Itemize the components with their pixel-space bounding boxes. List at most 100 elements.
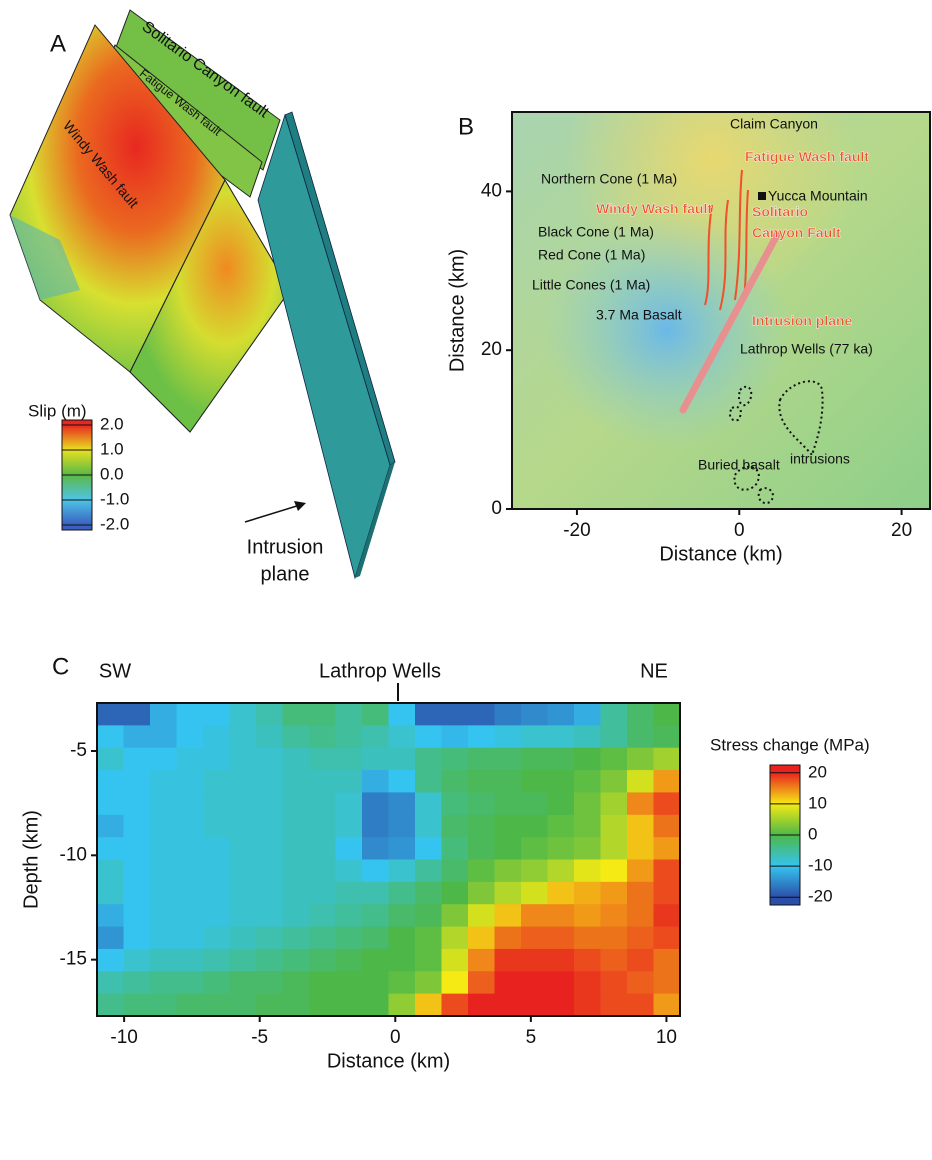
heat-cell <box>654 815 681 838</box>
heat-cell <box>362 904 389 927</box>
heat-cell <box>256 882 283 905</box>
heat-cell <box>336 882 363 905</box>
heat-cell <box>627 904 654 927</box>
heat-cell <box>627 949 654 972</box>
heat-cell <box>256 837 283 860</box>
heat-cell <box>495 815 522 838</box>
map-annotation: 3.7 Ma Basalt <box>596 307 682 323</box>
heat-cell <box>97 703 124 726</box>
heat-cell <box>203 770 230 793</box>
heat-cell <box>124 703 151 726</box>
heat-cell <box>521 971 548 994</box>
heat-cell <box>468 904 495 927</box>
heat-cell <box>601 748 628 771</box>
heat-cell <box>309 792 336 815</box>
heat-cell <box>362 882 389 905</box>
heat-cell <box>362 748 389 771</box>
map-annotation: intrusions <box>790 451 850 467</box>
heat-cell <box>177 770 204 793</box>
heat-cell <box>627 703 654 726</box>
heat-cell <box>601 949 628 972</box>
y-tick-label: 40 <box>481 180 502 201</box>
direction-label: SW <box>99 660 131 682</box>
heat-cell <box>256 994 283 1017</box>
heat-cell <box>495 748 522 771</box>
heat-cell <box>256 971 283 994</box>
heat-cell <box>548 927 575 950</box>
heat-cell <box>177 792 204 815</box>
heat-cell <box>521 725 548 748</box>
heat-cell <box>230 837 257 860</box>
heat-cell <box>309 770 336 793</box>
heat-cell <box>468 792 495 815</box>
heat-cell <box>654 837 681 860</box>
heat-cell <box>574 725 601 748</box>
heat-cell <box>548 770 575 793</box>
heat-cell <box>97 860 124 883</box>
heat-cell <box>177 837 204 860</box>
heat-cell <box>415 815 442 838</box>
heat-cell <box>309 703 336 726</box>
heat-cell <box>495 837 522 860</box>
heat-cell <box>256 904 283 927</box>
heat-cell <box>97 837 124 860</box>
heat-cell <box>389 860 416 883</box>
heat-cell <box>309 725 336 748</box>
figure: ASolitario Canyon faultFatigue Wash faul… <box>0 0 932 1160</box>
heat-cell <box>256 748 283 771</box>
heat-cell <box>468 882 495 905</box>
heat-cell <box>283 949 310 972</box>
heat-cell <box>495 971 522 994</box>
panel-title: C <box>52 653 69 680</box>
heat-cell <box>150 748 177 771</box>
heat-cell <box>415 770 442 793</box>
heat-cell <box>150 971 177 994</box>
heat-cell <box>415 792 442 815</box>
heat-cell <box>521 949 548 972</box>
heat-cell <box>256 815 283 838</box>
map-annotation: Claim Canyon <box>730 116 818 132</box>
heat-cell <box>442 703 469 726</box>
heat-cell <box>177 725 204 748</box>
heat-cell <box>627 792 654 815</box>
heat-cell <box>177 748 204 771</box>
heat-cell <box>521 770 548 793</box>
heat-cell <box>574 971 601 994</box>
heat-cell <box>97 815 124 838</box>
direction-label: Lathrop Wells <box>319 660 441 682</box>
heat-cell <box>415 971 442 994</box>
heat-cell <box>389 703 416 726</box>
heat-cell <box>654 949 681 972</box>
heat-cell <box>336 927 363 950</box>
heat-cell <box>548 792 575 815</box>
heat-cell <box>574 748 601 771</box>
map-annotation: Fatigue Wash fault <box>745 149 869 165</box>
heat-cell <box>150 882 177 905</box>
heat-cell <box>203 703 230 726</box>
map-annotation: Windy Wash fault <box>596 201 712 217</box>
heat-cell <box>124 725 151 748</box>
heat-cell <box>415 725 442 748</box>
x-axis-label: Distance (km) <box>327 1050 450 1072</box>
heat-cell <box>442 949 469 972</box>
heat-cell <box>124 949 151 972</box>
map-annotation: Little Cones (1 Ma) <box>532 277 650 293</box>
heat-cell <box>468 703 495 726</box>
heat-cell <box>442 837 469 860</box>
x-tick-label: 20 <box>891 520 912 541</box>
heat-cell <box>521 994 548 1017</box>
colorbar-tick-label: 0 <box>808 824 817 843</box>
heat-cell <box>150 904 177 927</box>
heat-cell <box>601 882 628 905</box>
heat-cell <box>336 994 363 1017</box>
heat-cell <box>495 860 522 883</box>
heat-cell <box>124 792 151 815</box>
heat-cell <box>627 815 654 838</box>
heat-cell <box>495 994 522 1017</box>
heat-cell <box>601 725 628 748</box>
heat-cell <box>203 792 230 815</box>
map-annotation: Lathrop Wells (77 ka) <box>740 341 873 357</box>
heat-cell <box>309 860 336 883</box>
heat-cell <box>150 949 177 972</box>
direction-label: NE <box>640 660 668 682</box>
